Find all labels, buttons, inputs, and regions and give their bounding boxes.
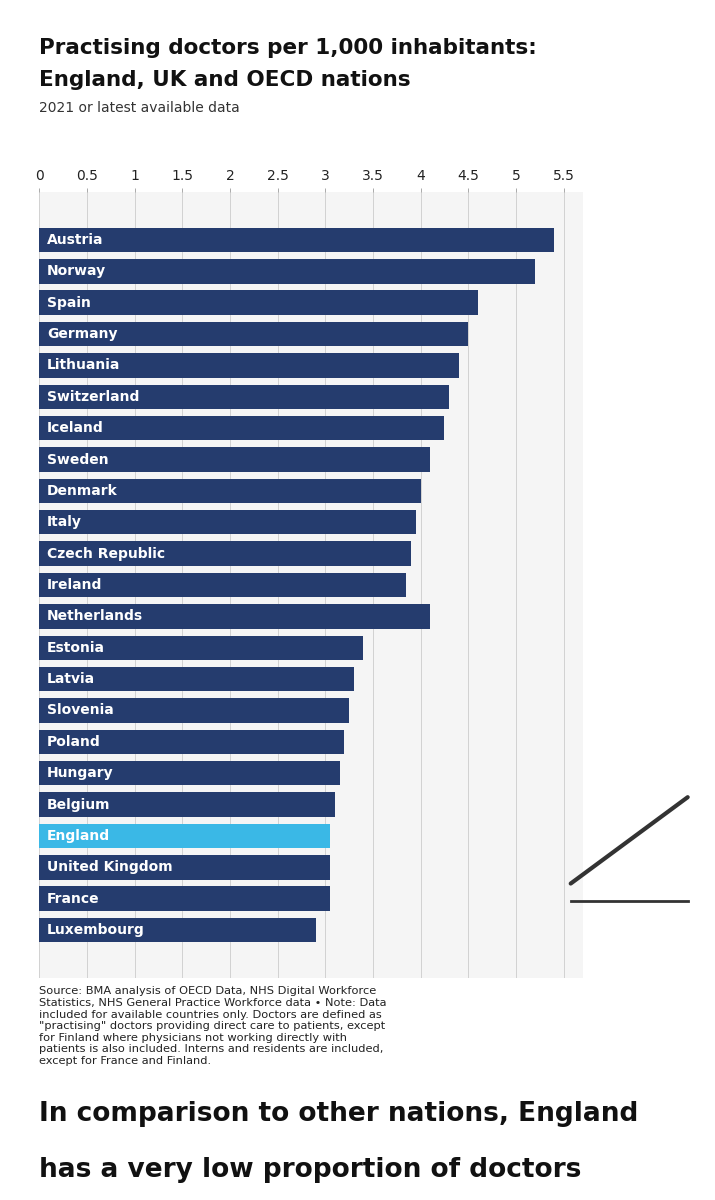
Bar <box>39 823 330 848</box>
Text: England, UK and OECD nations: England, UK and OECD nations <box>39 70 411 90</box>
Text: Austria: Austria <box>47 233 104 247</box>
Bar <box>39 479 420 503</box>
Text: In comparison to other nations, England: In comparison to other nations, England <box>39 1102 638 1128</box>
Text: Luxembourg: Luxembourg <box>47 923 144 937</box>
Text: Estonia: Estonia <box>47 641 105 655</box>
Text: Ireland: Ireland <box>47 578 102 592</box>
Text: Hungary: Hungary <box>47 767 114 780</box>
Text: Source: BMA analysis of OECD Data, NHS Digital Workforce
Statistics, NHS General: Source: BMA analysis of OECD Data, NHS D… <box>39 986 387 1066</box>
Bar <box>39 792 335 817</box>
Bar <box>39 887 330 911</box>
Bar <box>39 510 416 534</box>
Bar <box>39 228 554 252</box>
Text: Practising doctors per 1,000 inhabitants:: Practising doctors per 1,000 inhabitants… <box>39 38 537 59</box>
Text: Denmark: Denmark <box>47 484 118 498</box>
Text: Slovenia: Slovenia <box>47 703 114 718</box>
Text: Poland: Poland <box>47 734 101 749</box>
Text: Iceland: Iceland <box>47 421 104 436</box>
Bar <box>39 572 406 598</box>
Bar <box>39 604 430 629</box>
Bar <box>39 384 449 409</box>
Text: England: England <box>47 829 110 842</box>
Text: Spain: Spain <box>47 295 91 310</box>
Text: Italy: Italy <box>47 515 82 529</box>
Text: Sweden: Sweden <box>47 452 109 467</box>
Bar <box>39 541 411 566</box>
Bar <box>39 730 345 754</box>
Text: Belgium: Belgium <box>47 798 110 811</box>
Bar <box>39 416 445 440</box>
Bar <box>39 856 330 880</box>
Bar <box>39 290 478 314</box>
Bar <box>39 322 468 347</box>
Bar <box>39 448 430 472</box>
Bar <box>39 698 349 722</box>
Text: has a very low proportion of doctors: has a very low proportion of doctors <box>39 1157 582 1183</box>
Bar <box>39 761 340 786</box>
Bar <box>39 667 354 691</box>
Bar <box>39 259 535 283</box>
Text: Norway: Norway <box>47 264 106 278</box>
Bar <box>39 918 316 942</box>
Text: Lithuania: Lithuania <box>47 359 120 372</box>
Text: Netherlands: Netherlands <box>47 610 143 623</box>
Text: Germany: Germany <box>47 328 117 341</box>
Text: 2021 or latest available data: 2021 or latest available data <box>39 101 240 115</box>
Text: France: France <box>47 892 99 906</box>
Bar <box>39 353 459 378</box>
Text: Czech Republic: Czech Republic <box>47 547 165 560</box>
Text: United Kingdom: United Kingdom <box>47 860 172 875</box>
Bar <box>39 636 363 660</box>
Text: Latvia: Latvia <box>47 672 95 686</box>
Text: Switzerland: Switzerland <box>47 390 139 403</box>
